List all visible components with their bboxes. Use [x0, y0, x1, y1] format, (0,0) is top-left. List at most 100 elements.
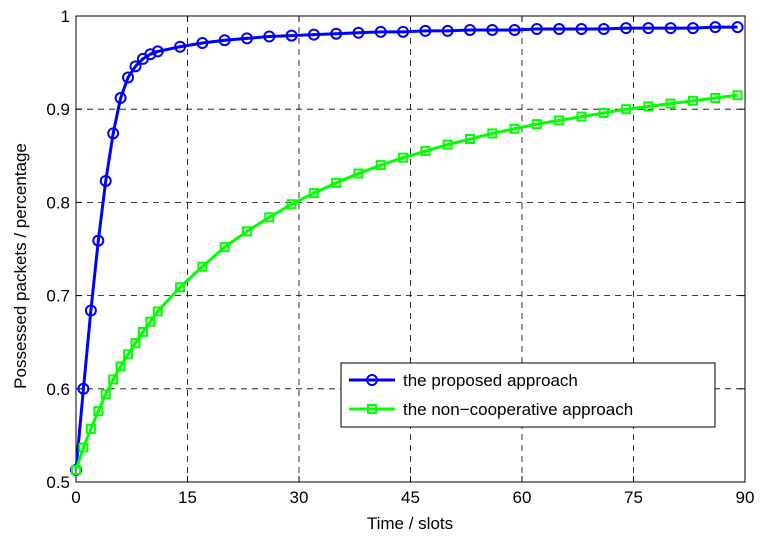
data-point	[442, 139, 453, 150]
data-point	[420, 146, 431, 157]
series-1	[71, 90, 743, 475]
x-axis-label: Time / slots	[367, 514, 453, 533]
data-point	[123, 349, 134, 360]
data-point	[597, 23, 610, 36]
data-point	[174, 40, 187, 53]
data-point	[92, 234, 105, 247]
data-point	[196, 37, 209, 50]
data-point	[530, 23, 543, 36]
data-point	[285, 29, 298, 42]
data-point	[463, 23, 476, 36]
data-point	[114, 92, 127, 105]
data-point	[107, 127, 120, 140]
data-point	[487, 128, 498, 139]
data-point	[330, 27, 343, 40]
legend: the proposed approach the non−cooperativ…	[340, 362, 716, 428]
data-point	[531, 119, 542, 130]
y-tick-label: 0.6	[46, 380, 70, 399]
series-line	[74, 25, 738, 471]
data-point	[508, 23, 521, 36]
series-layer	[70, 21, 744, 476]
data-point	[621, 104, 632, 115]
data-point	[77, 382, 90, 395]
data-point	[664, 22, 677, 35]
data-point	[263, 30, 276, 43]
axis-ticks: 0 15 30 45 60 75 90 0.5 0.6 0.7 0.8 0.9 1	[46, 7, 754, 507]
data-point	[374, 25, 387, 38]
data-point	[486, 23, 499, 36]
data-point	[686, 22, 699, 35]
legend-box	[340, 362, 716, 428]
y-tick-label: 0.7	[46, 287, 70, 306]
data-point	[732, 90, 743, 101]
legend-entry-non-cooperative: the non−cooperative approach	[349, 400, 633, 419]
data-point	[397, 25, 410, 38]
x-tick-label: 90	[736, 488, 755, 507]
data-point	[197, 261, 208, 272]
y-axis-label: Possessed packets / percentage	[11, 143, 30, 389]
y-tick-label: 1	[61, 7, 70, 26]
data-point	[687, 95, 698, 106]
data-point	[353, 168, 364, 179]
data-point	[84, 304, 97, 317]
data-point	[99, 174, 112, 187]
data-point	[308, 188, 319, 199]
y-tick-label: 0.5	[46, 473, 70, 492]
data-point	[145, 316, 156, 327]
data-point	[286, 199, 297, 210]
x-tick-label: 75	[624, 488, 643, 507]
data-point	[553, 23, 566, 36]
y-tick-label: 0.8	[46, 193, 70, 212]
data-point	[307, 28, 320, 41]
x-tick-label: 30	[290, 488, 309, 507]
data-point	[78, 442, 89, 453]
data-point	[115, 361, 126, 372]
data-point	[264, 212, 275, 223]
data-point	[137, 326, 148, 337]
y-tick-label: 0.9	[46, 100, 70, 119]
data-point	[331, 177, 342, 188]
data-point	[218, 34, 231, 47]
legend-label-proposed: the proposed approach	[403, 371, 578, 390]
x-tick-label: 60	[513, 488, 532, 507]
data-point	[709, 21, 722, 34]
data-point	[71, 464, 81, 475]
data-point	[554, 115, 565, 126]
data-point	[151, 45, 164, 58]
data-point	[352, 26, 365, 39]
legend-marker-circle	[366, 374, 378, 386]
data-point	[731, 21, 744, 34]
data-point	[419, 24, 432, 37]
data-point	[643, 101, 654, 112]
data-point	[620, 22, 633, 35]
data-point	[144, 48, 157, 61]
data-point	[85, 423, 96, 434]
data-point	[509, 123, 520, 134]
data-point	[441, 24, 454, 37]
data-point	[710, 93, 721, 104]
data-point	[576, 111, 587, 122]
data-point	[375, 160, 386, 171]
data-point	[108, 374, 119, 385]
data-point	[175, 282, 186, 293]
data-point	[398, 152, 409, 163]
data-point	[129, 60, 142, 73]
data-point	[219, 242, 230, 253]
data-point	[575, 23, 588, 36]
x-tick-label: 0	[71, 488, 80, 507]
data-point	[642, 22, 655, 35]
data-point	[241, 226, 252, 237]
data-point	[122, 71, 135, 84]
x-tick-label: 15	[178, 488, 197, 507]
series-0	[70, 21, 744, 476]
data-point	[464, 134, 475, 145]
data-point	[130, 338, 141, 349]
data-point	[93, 406, 104, 417]
x-tick-label: 45	[401, 488, 420, 507]
data-point	[598, 107, 609, 118]
data-point	[100, 389, 111, 400]
legend-entry-proposed: the proposed approach	[349, 371, 578, 390]
legend-label-non-cooperative: the non−cooperative approach	[403, 400, 633, 419]
data-point	[152, 306, 163, 317]
